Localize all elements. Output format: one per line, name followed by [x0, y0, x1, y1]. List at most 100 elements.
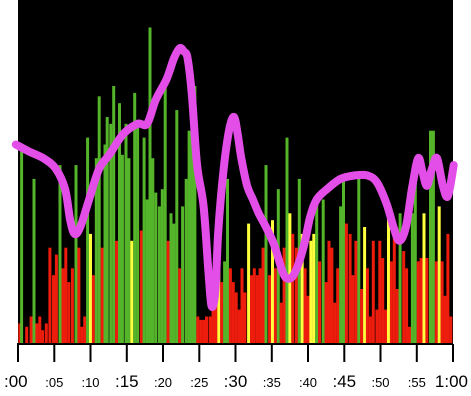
bar-28 — [105, 117, 109, 344]
bar-58 — [196, 316, 200, 344]
bar-37 — [133, 92, 137, 345]
bar-128 — [405, 268, 409, 344]
bar-117 — [371, 240, 375, 344]
bar-68 — [226, 178, 229, 344]
bar-5 — [35, 323, 39, 344]
bar-49 — [169, 213, 173, 344]
trend-line — [11, 43, 458, 311]
bar-141 — [443, 295, 447, 344]
bar-60 — [202, 319, 206, 344]
bar-83 — [271, 220, 274, 344]
bar-27 — [103, 144, 107, 344]
bar-66 — [220, 282, 224, 344]
bar-18 — [77, 247, 81, 344]
bar-14 — [64, 247, 68, 344]
bar-104 — [333, 302, 337, 344]
x-tick-label-6: :30 — [224, 372, 248, 391]
bar-59 — [199, 319, 203, 344]
bar-40 — [142, 137, 146, 344]
bar-4 — [32, 178, 36, 344]
x-tick-label-3: :15 — [115, 372, 139, 391]
bar-29 — [109, 123, 113, 344]
x-tick-label-8: :40 — [299, 375, 317, 390]
bar-62 — [208, 316, 212, 344]
bar-33 — [120, 154, 124, 344]
bar-119 — [378, 240, 382, 344]
bar-130 — [410, 213, 414, 344]
bar-16 — [70, 268, 74, 344]
bar-11 — [54, 254, 58, 344]
bar-109 — [348, 233, 352, 344]
bar-102 — [327, 240, 331, 344]
x-tick-label-10: :50 — [371, 375, 389, 390]
bar-118 — [375, 309, 379, 344]
bar-57 — [193, 86, 197, 344]
bar-87 — [282, 247, 286, 344]
bar-114 — [363, 227, 367, 344]
bar-125 — [395, 289, 399, 344]
bar-88 — [285, 137, 289, 344]
bar-69 — [228, 268, 232, 344]
bar-99 — [318, 261, 322, 344]
bar-106 — [339, 206, 343, 344]
bar-67 — [223, 261, 227, 344]
x-tick-label-7: :35 — [263, 375, 281, 390]
x-tick-label-5: :25 — [190, 375, 208, 390]
bar-43 — [151, 158, 155, 344]
bar-56 — [190, 130, 194, 344]
x-tick-label-4: :20 — [154, 375, 172, 390]
bar-142 — [446, 233, 450, 344]
bar-76 — [250, 275, 253, 344]
bar-55 — [187, 130, 191, 344]
bar-79 — [258, 268, 262, 344]
bar-70 — [231, 282, 235, 344]
bar-116 — [368, 316, 372, 344]
bar-98 — [315, 199, 319, 344]
bar-91 — [294, 247, 298, 344]
bar-50 — [172, 223, 176, 344]
bar-129 — [408, 326, 411, 344]
bar-94 — [303, 268, 307, 344]
bar-110 — [351, 275, 355, 344]
bar-115 — [365, 268, 369, 344]
bar-90 — [291, 233, 295, 344]
bar-2 — [25, 326, 29, 344]
bar-131 — [413, 178, 417, 344]
bar-82 — [268, 275, 272, 344]
bar-3 — [29, 316, 33, 344]
bar-126 — [398, 213, 402, 344]
bar-108 — [344, 223, 348, 344]
bar-7 — [41, 330, 45, 344]
bar-61 — [205, 316, 208, 344]
bar-48 — [166, 240, 170, 344]
bar-22 — [89, 233, 92, 344]
bar-81 — [264, 165, 268, 344]
bar-127 — [402, 251, 406, 344]
bar-41 — [145, 199, 149, 344]
bar-51 — [175, 110, 179, 344]
bar-17 — [74, 165, 78, 344]
bar-138 — [434, 261, 438, 344]
bar-140 — [440, 261, 444, 344]
bar-21 — [86, 137, 90, 344]
bar-52 — [178, 268, 182, 344]
bar-0 — [18, 323, 22, 344]
bar-1 — [20, 144, 24, 344]
bar-38 — [136, 120, 140, 345]
bar-15 — [67, 282, 71, 344]
bar-124 — [392, 233, 396, 344]
x-tick-label-2: :10 — [81, 375, 99, 390]
bar-97 — [312, 233, 316, 344]
bar-100 — [321, 199, 325, 344]
bar-6 — [38, 316, 42, 344]
bar-139 — [437, 206, 441, 344]
bar-122 — [387, 213, 390, 344]
bar-73 — [240, 268, 244, 344]
bar-80 — [261, 247, 265, 344]
bar-30 — [112, 86, 116, 344]
bar-136 — [429, 130, 432, 344]
bar-121 — [384, 309, 388, 344]
x-tick-label-1: :05 — [45, 375, 63, 390]
bar-135 — [425, 258, 429, 344]
